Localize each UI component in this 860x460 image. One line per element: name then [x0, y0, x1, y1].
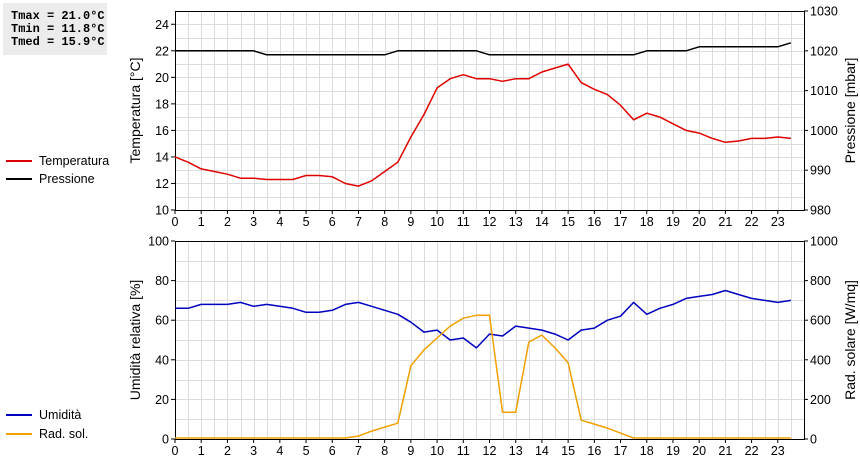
top-x-tick-label: 8 [381, 215, 388, 229]
top-x-tick-label: 12 [483, 215, 497, 229]
top-y-left-title: Temperatura [°C] [127, 58, 143, 164]
bottom-y-left-tick-label: 60 [155, 314, 169, 328]
top-y-right-tick-label: 1010 [810, 84, 838, 98]
bottom-y-right-title: Rad. solare [W/mq] [842, 280, 858, 400]
series-line-umidit [175, 289, 792, 349]
bottom-x-tick-label: 0 [172, 444, 179, 458]
top-y-right-tick-label: 980 [810, 204, 831, 218]
tmax-label: Tmax = 21.0°C [11, 9, 105, 23]
bottom-y-left-tick-label: 80 [155, 274, 169, 288]
series-line-pressione [175, 42, 792, 56]
bottom-x-tick-label: 6 [329, 444, 336, 458]
top-x-tick-label: 19 [666, 215, 680, 229]
bottom-x-tick-label: 23 [771, 444, 785, 458]
legend-swatch-rad-sol [6, 433, 32, 435]
top-x-tick-label: 13 [509, 215, 523, 229]
bottom-y-right-tick-label: 600 [810, 314, 831, 328]
bottom-y-left-tick-label: 100 [148, 235, 169, 249]
bottom-y-left-tick-label: 20 [155, 393, 169, 407]
bottom-y-left-title: Umidità relativa [%] [127, 280, 143, 401]
bottom-x-tick-label: 21 [718, 444, 732, 458]
top-y-right-title: Pressione [mbar] [842, 58, 858, 164]
top-y-left-tick-label: 10 [155, 204, 169, 218]
legend-label-temperatura: Temperatura [39, 154, 110, 168]
legend-label-umidita: Umidità [39, 408, 82, 422]
bottom-x-tick-label: 12 [483, 444, 497, 458]
top-y-left-tick-label: 12 [155, 177, 169, 191]
top-x-tick-label: 15 [561, 215, 575, 229]
bottom-y-left-tick-label: 40 [155, 353, 169, 367]
top-x-tick-label: 18 [640, 215, 654, 229]
top-y-left-tick-label: 18 [155, 97, 169, 111]
tmin-label: Tmin = 11.8°C [11, 22, 105, 36]
bottom-x-tick-label: 15 [561, 444, 575, 458]
top-x-tick-label: 7 [355, 215, 362, 229]
legend-label-rad-sol: Rad. sol. [39, 427, 89, 441]
bottom-x-tick-label: 7 [355, 444, 362, 458]
top-y-right-tick-label: 1030 [810, 5, 838, 19]
stats-box: Tmax = 21.0°C Tmin = 11.8°C Tmed = 15.9°… [3, 3, 107, 55]
top-x-tick-label: 22 [745, 215, 759, 229]
legend-swatch-umidita [6, 414, 32, 416]
top-x-tick-label: 17 [614, 215, 628, 229]
bottom-x-tick-label: 13 [509, 444, 523, 458]
bottom-y-right-tick-label: 1000 [810, 235, 838, 249]
top-x-tick-label: 11 [457, 215, 470, 229]
top-x-tick-label: 5 [303, 215, 310, 229]
top-y-right-tick-label: 990 [810, 164, 831, 178]
bottom-x-tick-label: 18 [640, 444, 654, 458]
series-line-temperatura [174, 63, 791, 187]
top-y-right-tick-label: 1000 [810, 124, 838, 138]
bottom-y-right-tick-label: 800 [810, 274, 831, 288]
top-x-tick-label: 2 [224, 215, 231, 229]
top-y-left-tick-label: 24 [155, 18, 169, 32]
legend-swatch-temperatura [6, 160, 32, 162]
series-line-rad-sol [175, 314, 791, 439]
top-x-tick-label: 6 [329, 215, 336, 229]
bottom-x-tick-label: 16 [587, 444, 601, 458]
top-x-tick-label: 10 [430, 215, 444, 229]
top-x-tick-label: 23 [771, 215, 785, 229]
bottom-x-tick-label: 14 [535, 444, 549, 458]
top-x-tick-label: 4 [276, 215, 283, 229]
bottom-y-right-tick-label: 0 [810, 433, 817, 447]
bottom-x-tick-label: 11 [457, 444, 470, 458]
legend-label-pressione: Pressione [39, 172, 95, 186]
top-x-tick-label: 3 [250, 215, 257, 229]
top-y-right-tick-label: 1020 [810, 44, 838, 58]
bottom-x-tick-label: 2 [224, 444, 231, 458]
bottom-x-tick-label: 1 [198, 444, 205, 458]
top-y-left-tick-label: 14 [155, 150, 169, 164]
tmed-label: Tmed = 15.9°C [11, 35, 105, 49]
bottom-x-tick-label: 5 [303, 444, 310, 458]
bottom-x-tick-label: 20 [692, 444, 706, 458]
bottom-x-tick-label: 10 [430, 444, 444, 458]
bottom-x-tick-label: 22 [745, 444, 759, 458]
top-x-tick-label: 20 [692, 215, 706, 229]
bottom-x-tick-label: 3 [250, 444, 257, 458]
top-y-left-tick-label: 22 [155, 44, 169, 58]
top-x-tick-label: 9 [407, 215, 414, 229]
bottom-y-left-tick-label: 0 [162, 433, 169, 447]
bottom-x-tick-label: 19 [666, 444, 680, 458]
top-x-tick-label: 16 [587, 215, 601, 229]
top-x-tick-label: 21 [718, 215, 732, 229]
bottom-x-tick-label: 4 [276, 444, 283, 458]
top-y-left-tick-label: 20 [155, 71, 169, 85]
bottom-x-tick-label: 8 [381, 444, 388, 458]
top-x-tick-label: 14 [535, 215, 549, 229]
bottom-y-right-tick-label: 200 [810, 393, 831, 407]
top-x-tick-label: 1 [198, 215, 205, 229]
bottom-y-right-tick-label: 400 [810, 353, 831, 367]
legend-swatch-pressione [6, 178, 32, 180]
bottom-x-tick-label: 17 [614, 444, 628, 458]
top-y-left-tick-label: 16 [155, 124, 169, 138]
bottom-x-tick-label: 9 [407, 444, 414, 458]
top-x-tick-label: 0 [172, 215, 179, 229]
